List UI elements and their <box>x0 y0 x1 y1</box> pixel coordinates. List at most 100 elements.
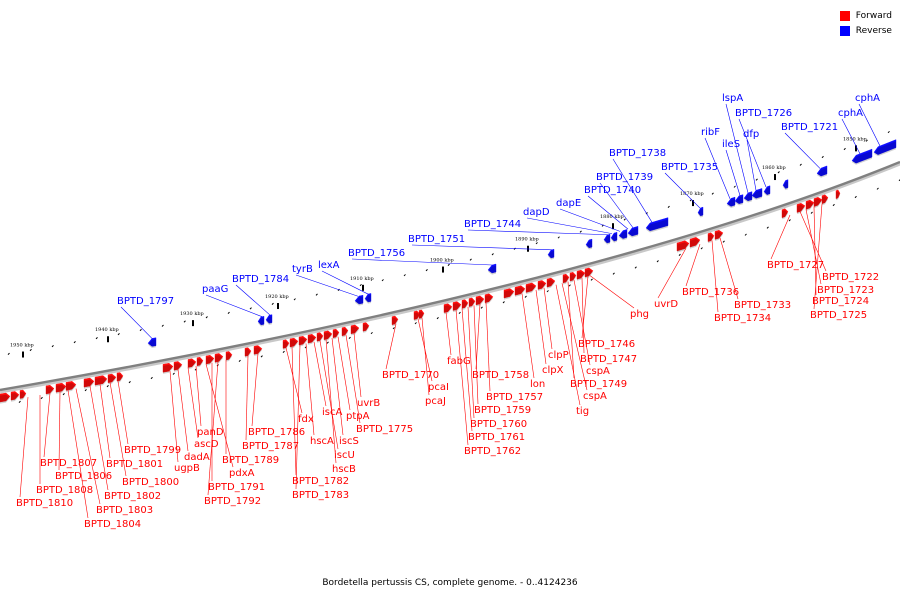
legend-forward-label: Forward <box>855 10 892 21</box>
reverse-gene-arrow-shade <box>258 317 264 327</box>
gene-label: dapE <box>556 198 581 209</box>
gene-label: BPTD_1770 <box>382 370 439 381</box>
forward-gene-arrow <box>813 196 823 207</box>
gene-label: phg <box>630 309 649 320</box>
inner-tick <box>282 350 285 353</box>
reverse-gene-arrow-shade <box>488 265 496 275</box>
forward-gene-arrow <box>468 297 476 307</box>
outer-tick <box>887 130 890 134</box>
inner-tick <box>788 219 791 222</box>
forward-gene-arrow-shade <box>108 375 116 385</box>
reverse-gene-arrow <box>873 139 897 155</box>
forward-gene-arrow-shade <box>677 242 689 253</box>
gene-label: BPTD_1740 <box>584 185 641 196</box>
gene-label: ascD <box>194 439 219 450</box>
gene-leader-line <box>770 214 791 260</box>
reverse-gene-arrow-shade <box>727 198 735 208</box>
outer-tick <box>469 258 472 261</box>
gene-leader-line <box>99 384 111 459</box>
forward-gene-arrow-shade <box>245 349 251 358</box>
inner-tick <box>634 266 637 269</box>
kbp-tick-label: 1860 kbp <box>762 165 786 171</box>
gene-label: BPTD_1791 <box>208 482 265 493</box>
outer-tick <box>249 307 252 310</box>
inner-tick <box>62 393 65 396</box>
gene-leader-line <box>120 306 153 339</box>
reverse-gene-arrow-shade <box>744 193 752 203</box>
gene-leader-line <box>19 397 29 498</box>
gene-label: BPTD_1746 <box>578 339 635 350</box>
gene-label: pcaI <box>428 382 449 393</box>
gene-label: BPTD_1721 <box>781 122 838 133</box>
outer-tick <box>491 253 494 256</box>
gene-label: BPTD_1758 <box>472 370 529 381</box>
gene-leader-line <box>455 309 469 446</box>
forward-gene-arrow <box>94 375 108 386</box>
kbp-tick-label: 1940 kbp <box>95 327 119 333</box>
gene-leader-line <box>251 353 259 427</box>
inner-tick <box>150 376 153 380</box>
backbone-shadow <box>0 161 900 394</box>
forward-gene-arrow-shade <box>836 191 840 201</box>
reverse-gene-arrow <box>851 148 873 164</box>
reverse-gene-arrow <box>697 206 704 217</box>
gene-leader-line <box>187 367 199 439</box>
forward-gene-arrow-shade <box>117 374 123 383</box>
outer-tick <box>799 163 802 166</box>
outer-tick <box>425 268 428 272</box>
forward-gene-arrow <box>537 280 547 290</box>
inner-tick <box>700 247 703 250</box>
outer-tick <box>579 230 582 233</box>
reverse-gene-arrow <box>610 231 618 242</box>
gene-leader-line <box>657 248 687 299</box>
kbp-tick-label: 1910 kbp <box>350 276 374 282</box>
gene-label: BPTD_1738 <box>609 148 666 159</box>
reverse-gene-arrow <box>734 194 744 205</box>
inner-tick <box>414 322 417 325</box>
forward-gene-arrow <box>418 309 425 319</box>
forward-gene-arrow <box>10 391 20 401</box>
inner-tick <box>568 284 571 287</box>
forward-gene-arrow <box>443 303 453 313</box>
reverse-gene-arrow <box>487 263 497 274</box>
forward-gene-arrow <box>452 301 462 311</box>
gene-leader-line <box>704 137 731 199</box>
outer-tick <box>557 236 560 239</box>
reverse-gene-arrow <box>618 229 628 239</box>
forward-gene-arrow-shade <box>485 295 493 305</box>
gene-label: paaG <box>202 284 228 295</box>
forward-gene-arrow <box>316 332 324 342</box>
outer-tick <box>315 293 318 296</box>
forward-gene-arrow <box>835 189 841 199</box>
gene-label: dadA <box>184 452 210 463</box>
forward-gene-arrow-shade <box>515 287 525 297</box>
gene-leader-line <box>555 284 581 406</box>
forward-gene-arrow-shade <box>66 382 76 392</box>
gene-leader-line <box>313 341 327 407</box>
gene-label: BPTD_1756 <box>348 248 405 259</box>
forward-gene-arrow-shade <box>538 282 546 291</box>
reverse-gene-arrow <box>743 191 753 202</box>
forward-gene-arrow-shade <box>283 341 289 350</box>
forward-gene-arrow-shade <box>392 317 398 327</box>
reverse-gene-arrow <box>585 238 593 249</box>
forward-gene-arrow-shade <box>577 271 585 281</box>
forward-gene-arrow <box>391 315 399 325</box>
forward-gene-arrow-shade <box>174 363 182 372</box>
gene-leader-line <box>664 172 701 209</box>
outer-tick <box>7 352 10 355</box>
outer-tick <box>29 348 32 352</box>
kbp-tick-label: 1930 kbp <box>180 311 204 317</box>
forward-gene-arrow-shade <box>20 391 26 401</box>
gene-label: fabG <box>447 356 471 367</box>
forward-gene-arrow <box>332 328 340 338</box>
gene-leader-line <box>725 149 741 196</box>
forward-gene-arrow <box>341 326 349 337</box>
forward-gene-arrow <box>714 229 724 240</box>
genome-backbone <box>0 160 900 392</box>
reverse-gene-arrow-shade <box>628 227 638 238</box>
forward-gene-arrow-shade <box>822 196 828 206</box>
reverse-gene-arrow-shade <box>817 167 827 178</box>
forward-gene-arrow-shade <box>690 238 700 249</box>
forward-gene-arrow-shade <box>254 347 262 356</box>
